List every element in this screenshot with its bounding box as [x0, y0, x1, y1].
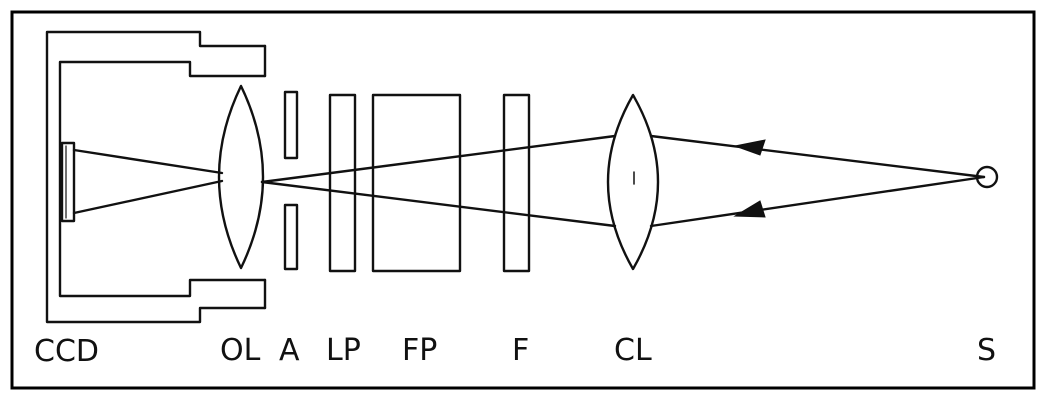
ray-lower-source-to-cl: [649, 175, 986, 228]
aperture-bottom-blade: [283, 203, 299, 271]
aperture-top-blade: [283, 90, 299, 160]
collimating-lens: [606, 93, 660, 271]
linear-polarizer: [328, 93, 357, 273]
ray-lower-cl-to-ol: [260, 180, 617, 228]
label-cl: CL: [614, 333, 652, 368]
ray-arrow-lower: [733, 200, 766, 218]
label-f: F: [512, 333, 529, 368]
label-a: A: [279, 333, 300, 368]
camera-housing-outer: [45, 30, 267, 324]
label-s: S: [977, 333, 996, 368]
filter: [502, 93, 531, 273]
objective-lens: [217, 84, 265, 270]
label-ccd: CCD: [34, 334, 99, 369]
label-lp: LP: [326, 333, 361, 368]
ray-arrow-upper: [733, 139, 766, 156]
ccd-sensor: [60, 141, 76, 223]
diagram-frame: [10, 10, 1036, 390]
label-ol: OL: [220, 333, 261, 368]
camera-housing-inner: [58, 60, 267, 298]
ray-upper-cl-to-ol: [260, 134, 617, 184]
fabry-perot: [371, 93, 462, 273]
ray-upper-ol-to-ccd: [72, 148, 224, 175]
ray-lower-ol-to-ccd: [72, 179, 224, 215]
ray-upper-source-to-cl: [649, 134, 986, 179]
label-fp: FP: [402, 333, 437, 368]
